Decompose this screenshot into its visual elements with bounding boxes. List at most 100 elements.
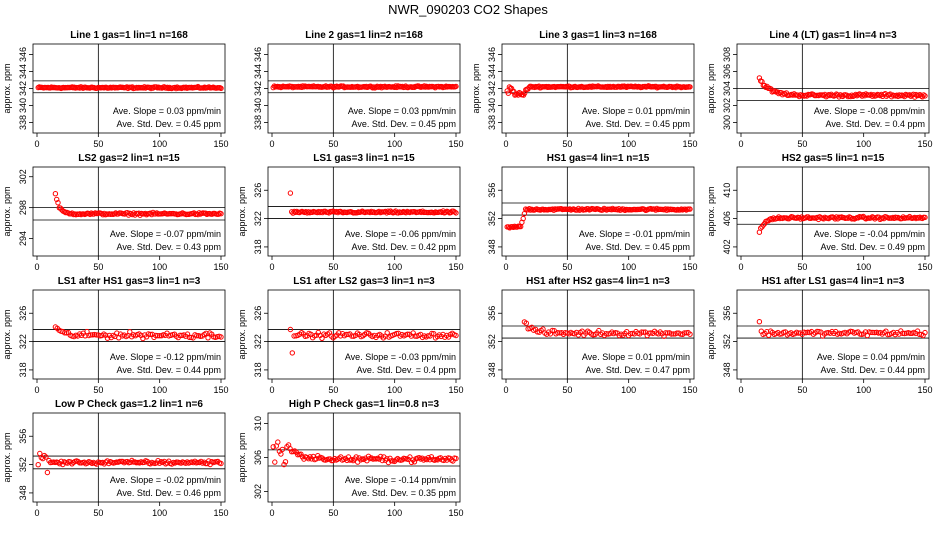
- x-tick-label: 150: [213, 139, 228, 149]
- data-point: [787, 215, 793, 221]
- y-tick-label: 322: [18, 334, 28, 349]
- data-point: [768, 216, 774, 222]
- data-point: [579, 206, 585, 212]
- y-tick-label: 356: [487, 306, 497, 321]
- data-points: [504, 205, 693, 231]
- data-point: [640, 329, 647, 335]
- y-tick-label: 340: [487, 98, 497, 113]
- x-tick-label: 100: [152, 508, 167, 518]
- data-point: [670, 331, 676, 337]
- data-point: [425, 333, 431, 339]
- data-point: [367, 209, 373, 216]
- x-tick-label: 50: [328, 139, 338, 149]
- x-tick-label: 100: [387, 385, 402, 395]
- x-tick-label: 50: [93, 139, 103, 149]
- y-tick-label: 298: [18, 200, 28, 215]
- plot-frame: [501, 289, 695, 380]
- data-point: [88, 332, 94, 338]
- data-point: [319, 209, 326, 216]
- chart-panel: Line 3 gas=1 lin=3 n=168 0 50 100 150 338 340 3…: [471, 30, 698, 149]
- chart-title: HS2 gas=5 lin=1 n=15: [782, 153, 885, 164]
- std-annotation: Ave. Std. Dev. = 0.47 ppm: [586, 365, 690, 375]
- chart-panel: High P Check gas=1 lin=0.8 n=3 0 50 100 150 3…: [237, 399, 464, 518]
- slope-annotation: Ave. Slope = -0.14 ppm/min: [345, 475, 456, 485]
- data-point: [289, 350, 295, 356]
- data-point: [391, 458, 398, 465]
- y-tick-label: 402: [722, 239, 732, 254]
- data-point: [549, 206, 556, 212]
- std-annotation: Ave. Std. Dev. = 0.46 ppm: [117, 488, 221, 498]
- y-tick-label: 338: [487, 115, 497, 130]
- chart-panel: HS1 after HS2 gas=4 lin=1 n=3 0 50 100 150 34…: [487, 276, 698, 395]
- data-point: [820, 92, 827, 99]
- x-tick-label: 100: [621, 262, 636, 272]
- data-point: [555, 330, 561, 336]
- y-tick-label: 352: [18, 457, 28, 472]
- data-point: [177, 332, 183, 338]
- y-tick-label: 346: [487, 47, 497, 62]
- data-point: [202, 210, 209, 216]
- x-tick-label: 50: [93, 508, 103, 518]
- chart-title: LS1 after LS2 gas=3 lin=1 n=3: [293, 276, 435, 287]
- y-tick-label: 352: [487, 211, 497, 226]
- data-point: [522, 90, 528, 96]
- x-tick-label: 50: [93, 262, 103, 272]
- data-point: [922, 214, 928, 221]
- data-point: [439, 209, 445, 216]
- x-tick-label: 150: [682, 262, 697, 272]
- data-point: [608, 207, 615, 213]
- x-tick-label: 100: [152, 139, 167, 149]
- data-point: [35, 462, 41, 468]
- data-point: [287, 326, 294, 333]
- std-annotation: Ave. Std. Dev. = 0.44 ppm: [821, 365, 925, 375]
- data-point: [287, 190, 294, 196]
- data-points: [35, 450, 224, 476]
- y-tick-label: 340: [253, 98, 263, 113]
- slope-annotation: Ave. Slope = 0.01 ppm/min: [582, 106, 690, 116]
- chart-title: LS2 gas=2 lin=1 n=15: [78, 153, 180, 164]
- x-tick-label: 100: [621, 385, 636, 395]
- y-axis-label: approx. ppm: [237, 309, 247, 359]
- data-point: [89, 332, 96, 338]
- x-tick-label: 50: [328, 262, 338, 272]
- chart-title: High P Check gas=1 lin=0.8 n=3: [289, 399, 440, 410]
- x-tick-label: 150: [448, 262, 463, 272]
- chart-panel: Line 2 gas=1 lin=2 n=168 0 50 100 150 338 340 3…: [253, 30, 464, 149]
- data-points: [521, 319, 693, 339]
- data-point: [868, 329, 874, 336]
- data-point: [662, 206, 669, 212]
- data-point: [376, 208, 382, 215]
- data-point: [407, 454, 413, 460]
- y-tick-label: 356: [18, 429, 28, 444]
- data-point: [505, 224, 512, 230]
- std-annotation: Ave. Std. Dev. = 0.42 ppm: [352, 242, 456, 252]
- y-tick-label: 338: [253, 115, 263, 130]
- chart-panel: LS1 after LS2 gas=3 lin=1 n=3 0 50 100 150 31…: [237, 276, 464, 395]
- data-points: [270, 83, 459, 91]
- y-tick-label: 310: [253, 416, 263, 431]
- data-point: [218, 334, 224, 340]
- chart-panel: Line 4 (LT) gas=1 lin=4 n=3 0 50 100 150 300 3…: [706, 30, 933, 149]
- x-tick-label: 0: [503, 139, 508, 149]
- data-point: [549, 327, 555, 334]
- x-tick-label: 0: [738, 385, 743, 395]
- data-point: [218, 211, 224, 217]
- chart-panel: LS1 after HS1 gas=3 lin=1 n=3 0 50 100 150 31…: [2, 276, 229, 395]
- x-tick-label: 150: [917, 139, 932, 149]
- data-point: [870, 329, 876, 336]
- data-points: [52, 191, 224, 218]
- std-annotation: Ave. Std. Dev. = 0.45 ppm: [586, 242, 690, 252]
- data-point: [505, 90, 511, 96]
- data-point: [428, 454, 435, 460]
- chart-panel: HS1 after LS1 gas=4 lin=1 n=3 0 50 100 150 34…: [706, 276, 933, 395]
- chart-panel: Line 1 gas=1 lin=1 n=168 0 50 100 150 338 340 3…: [2, 30, 229, 149]
- data-point: [384, 330, 390, 336]
- x-tick-label: 150: [682, 385, 697, 395]
- data-point: [921, 92, 927, 98]
- y-axis-label: approx. ppm: [2, 309, 12, 359]
- data-point: [453, 210, 459, 216]
- data-point: [525, 207, 531, 213]
- x-tick-label: 0: [34, 508, 39, 518]
- plot-frame: [32, 166, 226, 257]
